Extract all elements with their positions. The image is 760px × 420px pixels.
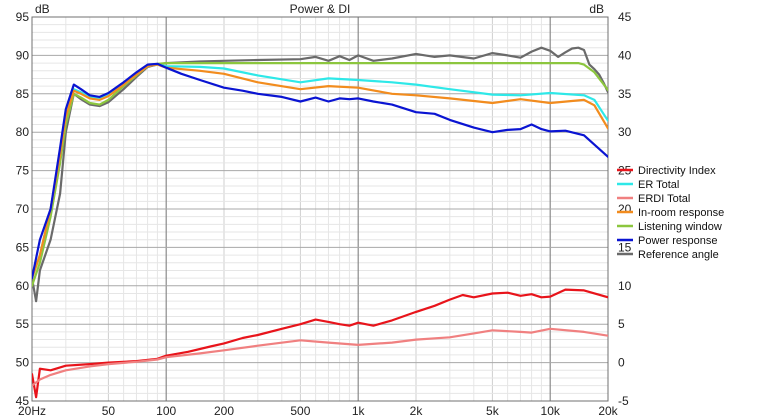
series-line-erdi-total (32, 327, 608, 387)
y-left-tick-label: 55 (16, 317, 30, 331)
y-right-tick-label: 0 (618, 356, 625, 370)
legend-label-directivity-index: Directivity Index (638, 165, 716, 177)
y-right-tick-label: 30 (618, 125, 632, 139)
x-tick-label: 5k (486, 404, 500, 418)
right-axis-unit: dB (589, 2, 604, 16)
x-tick-label: 10k (541, 404, 561, 418)
y-left-tick-label: 60 (16, 279, 30, 293)
y-right-tick-label: 45 (618, 10, 632, 24)
x-tick-label: 100 (156, 404, 176, 418)
legend: Directivity Index ER Total ERDI Total In-ro… (617, 165, 724, 261)
series-line-directivity-index (32, 288, 608, 399)
chart-title: Power & DI (290, 2, 351, 16)
y-left-tick-label: 65 (16, 240, 30, 254)
y-right-tick-label: 20 (618, 202, 632, 216)
x-tick-label: 500 (290, 404, 310, 418)
y-right-tick-label: -5 (618, 394, 629, 408)
y-left-tick-label: 50 (16, 356, 30, 370)
y-right-tick-label: 40 (618, 48, 632, 62)
y-right-tick-label: 10 (618, 279, 632, 293)
y-right-tick-label: 35 (618, 87, 632, 101)
x-tick-label: 20k (598, 404, 618, 418)
y-left-tick-label: 45 (16, 394, 30, 408)
legend-label-er-total: ER Total (638, 179, 679, 191)
y-left-tick-label: 95 (16, 10, 30, 24)
legend-label-power-response: Power response (638, 235, 718, 247)
y-right-tick-label: 15 (618, 240, 632, 254)
legend-label-reference-angle: Reference angle (638, 249, 719, 261)
series-line-reference-angle (32, 46, 608, 303)
series-line-power-response (32, 62, 608, 280)
y-left-tick-label: 70 (16, 202, 30, 216)
x-tick-label: 50 (102, 404, 116, 418)
y-left-tick-label: 85 (16, 87, 30, 101)
left-axis-unit: dB (35, 2, 50, 16)
x-tick-label: 1k (352, 404, 366, 418)
x-tick-label: 2k (410, 404, 424, 418)
y-right-tick-label: 5 (618, 317, 625, 331)
legend-label-listening-window: Listening window (638, 221, 722, 233)
y-left-tick-label: 90 (16, 48, 30, 62)
tick-layer: 20Hz 50 100 200 500 1k 2k 5k 10k 20k4550556065707… (16, 10, 632, 418)
x-tick-label: 200 (214, 404, 234, 418)
y-left-tick-label: 75 (16, 164, 30, 178)
plot-frame (31, 16, 609, 402)
x-tick-label: 20Hz (18, 404, 46, 418)
legend-label-erdi-total: ERDI Total (638, 193, 690, 205)
legend-label-in-room-response: In-room response (638, 207, 724, 219)
y-left-tick-label: 80 (16, 125, 30, 139)
series-line-in-room-response (32, 63, 608, 280)
series-layer (32, 46, 608, 399)
